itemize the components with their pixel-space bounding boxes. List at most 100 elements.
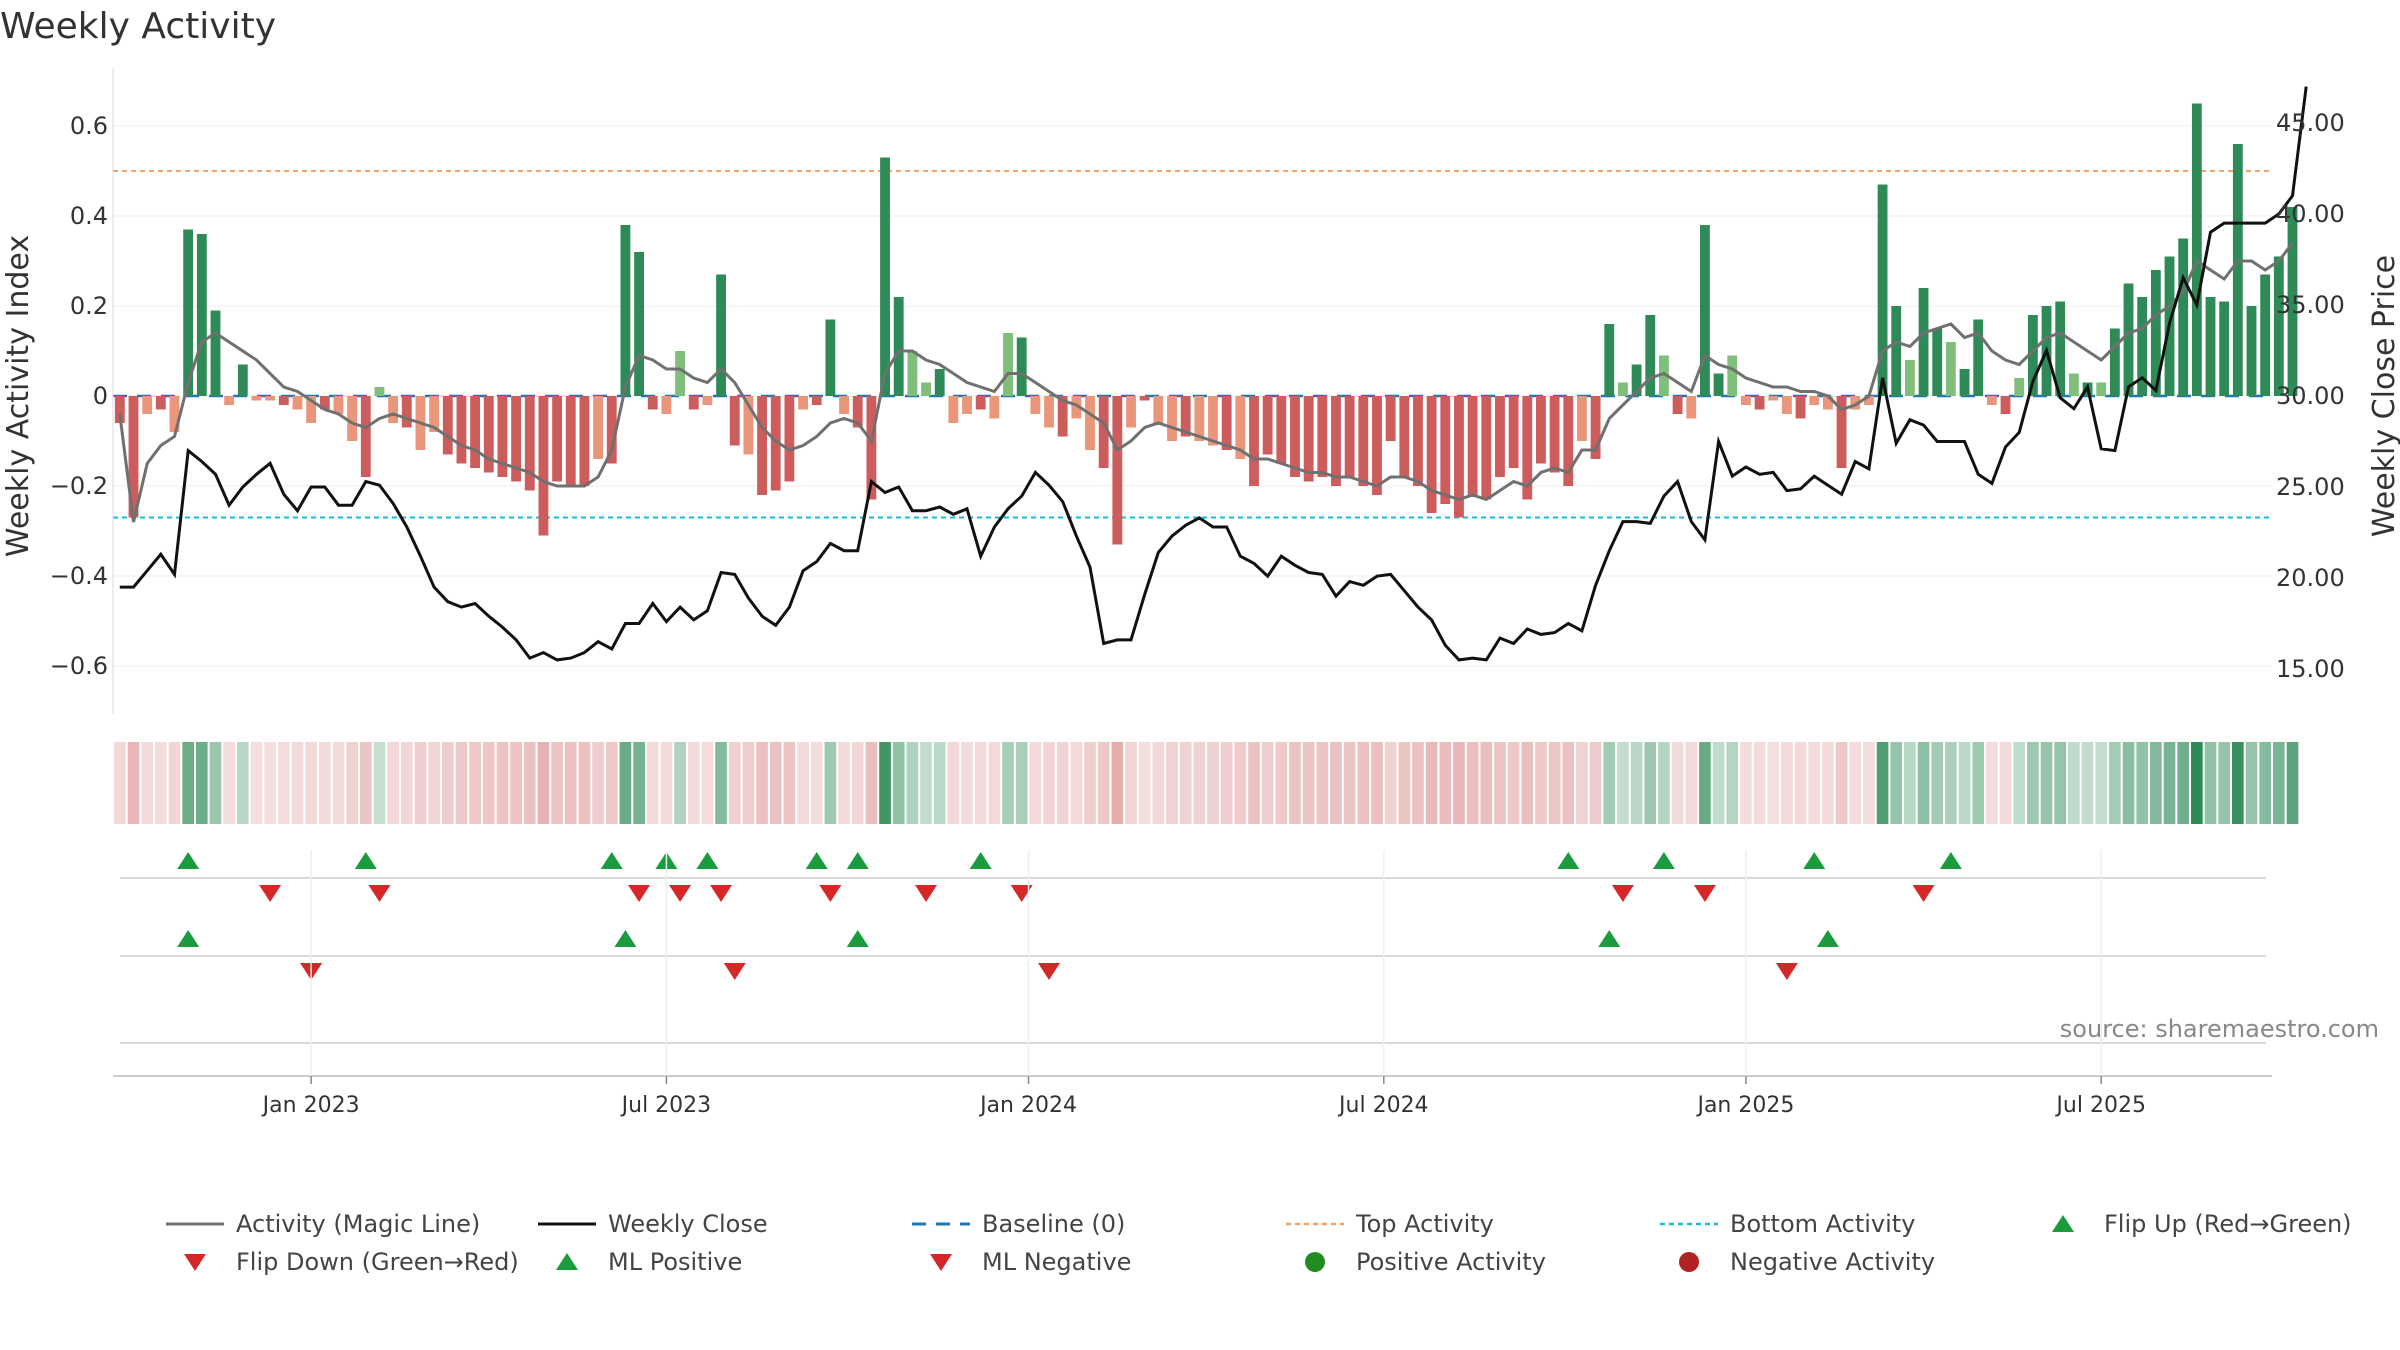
heat-cell <box>1972 742 1985 824</box>
activity-bar <box>306 396 317 423</box>
ml-negative-marker <box>1038 963 1061 980</box>
heat-cell <box>2081 742 2094 824</box>
activity-bar <box>1495 396 1505 477</box>
weekly-close-line <box>119 86 2308 662</box>
activity-bar <box>2232 144 2243 396</box>
activity-bar <box>1112 396 1123 545</box>
activity-bar <box>907 351 918 396</box>
activity-bar <box>1863 396 1874 405</box>
heat-cell <box>291 742 304 824</box>
activity-bar <box>1467 396 1478 495</box>
heat-cell <box>578 742 591 824</box>
heat-cell <box>1699 742 1711 824</box>
activity-bar <box>2027 315 2038 396</box>
y2-tick-label: 30.00 <box>2276 382 2345 410</box>
heat-cell <box>2273 742 2285 824</box>
heat-cell <box>1371 742 1383 824</box>
heat-cell <box>1398 742 1411 824</box>
activity-bar <box>1208 396 1218 446</box>
ml-positive-marker <box>1598 930 1621 947</box>
x-tick-label: Jan 2023 <box>261 1093 360 1118</box>
activity-bar <box>2000 396 2011 414</box>
series-lines <box>118 86 2308 662</box>
activity-bar <box>2096 382 2107 396</box>
y2-tick-label: 35.00 <box>2276 291 2345 319</box>
y2-tick-label: 20.00 <box>2276 564 2345 592</box>
activity-bar <box>2068 373 2079 396</box>
flip-up-marker <box>600 852 623 869</box>
activity-bar <box>948 396 959 423</box>
heat-cell <box>1275 742 1288 824</box>
y-axis-label: Weekly Activity Index <box>1 235 36 557</box>
heat-cell <box>2191 742 2203 824</box>
heat-cell <box>1261 742 1274 824</box>
activity-bar <box>333 396 344 414</box>
heat-cell <box>1863 742 1875 824</box>
heat-cell <box>168 742 181 824</box>
activity-bar <box>265 396 276 401</box>
x-tick-label: Jul 2023 <box>620 1093 712 1118</box>
heat-cell <box>920 742 932 824</box>
activity-bar <box>634 252 645 396</box>
heat-cell <box>961 742 973 824</box>
x-tick-label: Jul 2024 <box>1337 1093 1429 1118</box>
heat-cell <box>1357 742 1370 824</box>
x-tick-label: Jan 2024 <box>978 1093 1077 1118</box>
heat-cell <box>1712 742 1725 824</box>
heat-cell <box>947 742 960 824</box>
heat-cell <box>605 742 618 824</box>
flip-up-marker <box>696 852 719 869</box>
heat-cell <box>1808 742 1821 824</box>
heat-cell <box>428 742 440 824</box>
heat-cell <box>1343 742 1356 824</box>
activity-bar <box>1317 396 1328 477</box>
activity-bar <box>1850 396 1861 410</box>
heat-cell <box>182 742 194 824</box>
heat-cell <box>1220 742 1233 824</box>
y2-tick-label: 40.00 <box>2276 200 2345 228</box>
heat-cell <box>127 742 140 824</box>
axes: 0.6 0.4 0.2 0 −0.2 −0.4 −0.6 45.00 40.00 35.00 30.… <box>1 68 2400 714</box>
activity-bar <box>2205 297 2216 396</box>
y-tick-label: 0.2 <box>70 292 108 320</box>
y2-axis-label: Weekly Close Price <box>2367 255 2400 537</box>
heat-cell <box>1890 742 1903 824</box>
activity-bar <box>606 396 617 464</box>
activity-bar <box>251 396 262 401</box>
ml-negative-marker <box>723 963 746 980</box>
activity-bar <box>401 396 412 428</box>
activity-bar <box>497 396 508 477</box>
activity-bar <box>784 396 795 482</box>
heat-cell <box>277 742 290 824</box>
chart-title: Weekly Activity <box>0 6 277 47</box>
flip-up-marker <box>1803 852 1826 869</box>
heat-cell <box>141 742 153 824</box>
activity-bar <box>770 396 781 491</box>
heat-cell <box>564 742 577 824</box>
y-tick-label: 0.4 <box>70 202 108 230</box>
heat-cell <box>619 742 632 824</box>
heat-cell <box>1822 742 1834 824</box>
activity-bar <box>565 396 576 486</box>
heat-cell <box>2259 742 2271 824</box>
heat-cell <box>2109 742 2121 824</box>
flip-down-marker <box>710 885 733 902</box>
activity-bar <box>1563 396 1574 486</box>
ml-positive-marker <box>1816 930 1839 947</box>
activity-bar <box>347 396 358 441</box>
activity-bar <box>675 351 685 396</box>
y-tick-label: −0.4 <box>50 562 108 590</box>
heat-cell <box>1876 742 1889 824</box>
heat-cell <box>851 742 864 824</box>
heat-cell <box>537 742 550 824</box>
heat-cell <box>2286 742 2299 824</box>
flip-down-marker <box>669 885 692 902</box>
heat-cell <box>701 742 714 824</box>
source-note: source: sharemaestro.com <box>2059 1015 2379 1043</box>
activity-bar <box>1440 396 1451 504</box>
heat-cell <box>879 742 891 824</box>
heat-cell <box>1097 742 1110 824</box>
activity-bar <box>374 387 385 396</box>
activity-bar <box>839 396 849 414</box>
